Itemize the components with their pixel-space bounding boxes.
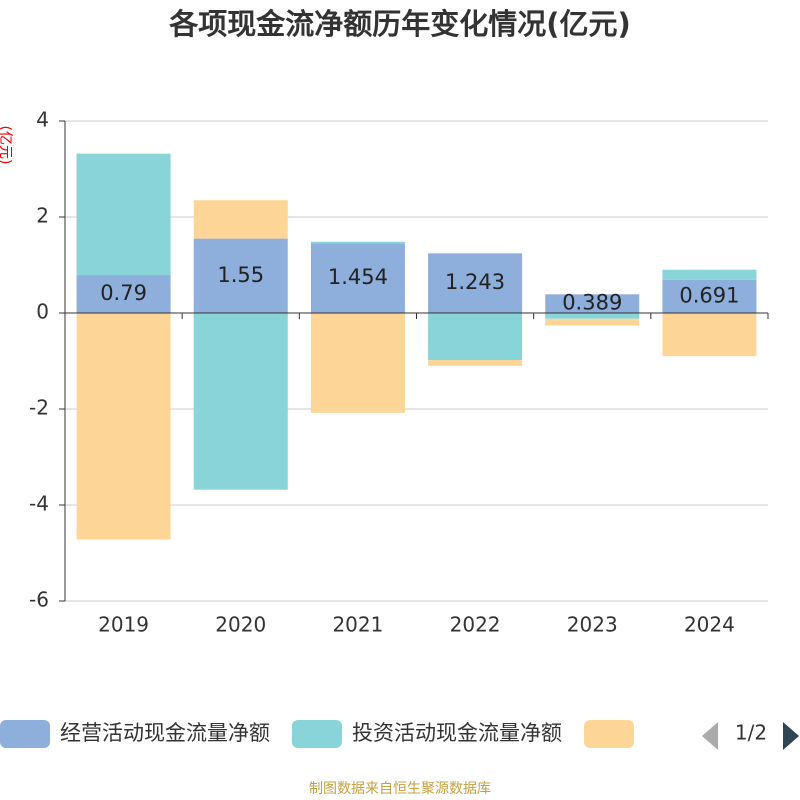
bar-segment [310,243,405,313]
y-tick-label: 2 [36,204,49,228]
legend-page: 1/2 [735,721,767,745]
bar-segment [193,200,288,239]
x-tick-label: 2024 [684,613,735,637]
bar-segment [310,313,405,413]
legend-label[interactable]: 经营活动现金流量净额 [60,721,270,745]
bar-segment [428,313,523,361]
x-tick-label: 2021 [332,613,383,637]
data-label: 0.691 [679,283,739,307]
y-tick-label: 0 [36,300,49,324]
x-tick-label: 2019 [98,613,149,637]
bar-segment [545,318,640,326]
legend-swatch[interactable] [0,720,50,748]
bar-segment [545,313,640,319]
legend-label[interactable]: 投资活动现金流量净额 [352,721,562,745]
bar-segment [662,279,757,313]
x-tick-label: 2022 [450,613,501,637]
legend-next[interactable] [783,722,799,750]
legend-prev[interactable] [702,722,718,750]
chart-title: 各项现金流净额历年变化情况(亿元) [168,7,631,41]
bar-segment [193,238,288,313]
data-label: 1.55 [217,263,264,287]
bar-segment [76,313,171,540]
bar-segment [662,269,757,280]
data-label: 1.454 [328,265,388,289]
legend-swatch[interactable] [292,720,342,748]
legend-swatch[interactable] [584,720,634,748]
y-tick-label: 4 [36,108,49,132]
data-label: 1.243 [445,270,505,294]
y-tick-label: -4 [29,492,49,516]
source: 制图数据来自恒生聚源数据库 [309,781,491,797]
y-tick-label: -2 [29,396,49,420]
x-tick-label: 2023 [567,613,618,637]
y-axis-label: (亿元) [0,126,13,165]
bar-segment [310,241,405,244]
y-tick-label: -6 [29,588,49,612]
bar-segment [76,275,171,313]
data-label: 0.389 [562,291,622,315]
bar-segment [662,313,757,357]
x-tick-label: 2020 [215,613,266,637]
bar-segment [428,360,523,366]
bar-segment [428,253,523,313]
bar-segment [545,294,640,313]
bar-segment [193,313,288,490]
data-label: 0.79 [100,281,147,305]
bar-segment [76,153,171,276]
